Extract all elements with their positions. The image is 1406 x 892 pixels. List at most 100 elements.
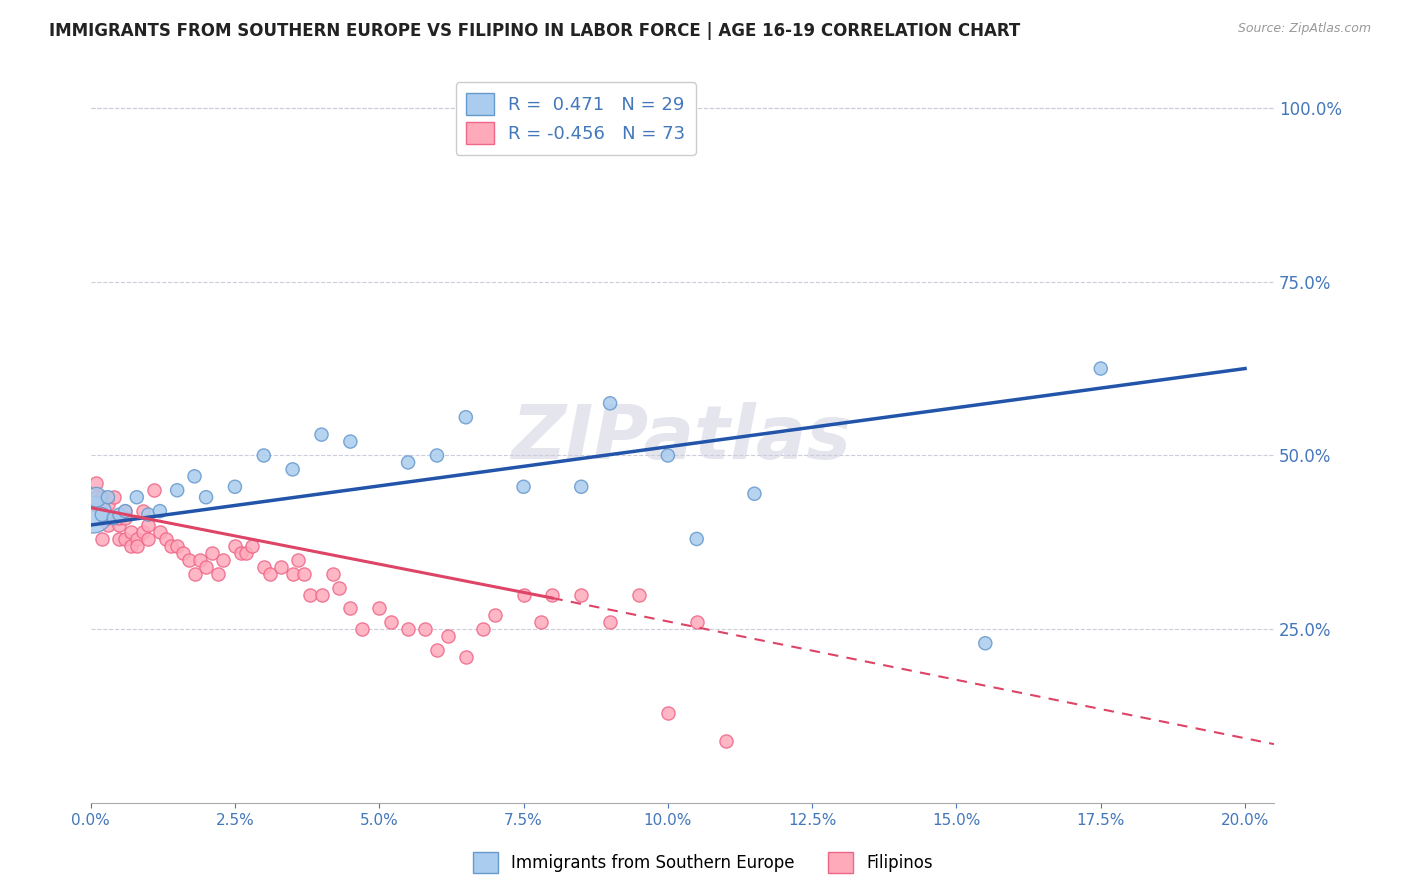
Point bbox=[541, 588, 564, 602]
Point bbox=[86, 497, 108, 511]
Point bbox=[259, 566, 281, 581]
Point bbox=[97, 511, 120, 525]
Point bbox=[138, 508, 160, 522]
Point bbox=[177, 553, 200, 567]
Point bbox=[108, 511, 131, 525]
Point bbox=[125, 532, 148, 546]
Point bbox=[744, 487, 766, 501]
Point bbox=[108, 508, 131, 522]
Point bbox=[292, 566, 315, 581]
Point bbox=[599, 396, 621, 410]
Point bbox=[426, 643, 449, 657]
Point bbox=[120, 524, 142, 539]
Point bbox=[437, 629, 460, 643]
Point bbox=[114, 532, 136, 546]
Point bbox=[657, 706, 679, 720]
Point bbox=[311, 588, 333, 602]
Point bbox=[114, 511, 136, 525]
Point bbox=[224, 539, 246, 553]
Point bbox=[281, 462, 304, 476]
Point bbox=[454, 650, 477, 665]
Point bbox=[91, 532, 114, 546]
Point bbox=[91, 508, 114, 522]
Point bbox=[454, 410, 477, 425]
Point bbox=[103, 511, 125, 525]
Point bbox=[350, 623, 373, 637]
Point bbox=[311, 427, 333, 442]
Text: Source: ZipAtlas.com: Source: ZipAtlas.com bbox=[1237, 22, 1371, 36]
Point bbox=[103, 490, 125, 504]
Point bbox=[91, 497, 114, 511]
Point bbox=[114, 504, 136, 518]
Point bbox=[149, 504, 172, 518]
Point bbox=[160, 539, 183, 553]
Point bbox=[287, 553, 309, 567]
Point bbox=[253, 449, 276, 463]
Point bbox=[270, 559, 292, 574]
Point bbox=[472, 623, 495, 637]
Point bbox=[530, 615, 553, 630]
Point bbox=[484, 608, 506, 623]
Point bbox=[195, 490, 218, 504]
Point bbox=[97, 490, 120, 504]
Point bbox=[131, 524, 153, 539]
Text: ZIPatlas: ZIPatlas bbox=[512, 401, 852, 475]
Text: IMMIGRANTS FROM SOUTHERN EUROPE VS FILIPINO IN LABOR FORCE | AGE 16-19 CORRELATI: IMMIGRANTS FROM SOUTHERN EUROPE VS FILIP… bbox=[49, 22, 1021, 40]
Point bbox=[599, 615, 621, 630]
Point bbox=[253, 559, 276, 574]
Point bbox=[396, 623, 419, 637]
Point bbox=[368, 601, 391, 615]
Point bbox=[86, 490, 108, 504]
Point bbox=[322, 566, 344, 581]
Point bbox=[426, 449, 449, 463]
Point bbox=[235, 546, 257, 560]
Point bbox=[512, 480, 534, 494]
Point bbox=[166, 483, 188, 498]
Point bbox=[686, 532, 709, 546]
Point bbox=[212, 553, 235, 567]
Point bbox=[166, 539, 188, 553]
Point bbox=[138, 518, 160, 533]
Legend: R =  0.471   N = 29, R = -0.456   N = 73: R = 0.471 N = 29, R = -0.456 N = 73 bbox=[456, 82, 696, 155]
Point bbox=[207, 566, 229, 581]
Point bbox=[143, 483, 166, 498]
Point bbox=[657, 449, 679, 463]
Point bbox=[339, 601, 361, 615]
Point bbox=[229, 546, 252, 560]
Point bbox=[974, 636, 997, 650]
Point bbox=[380, 615, 402, 630]
Point bbox=[86, 490, 108, 504]
Point bbox=[569, 588, 592, 602]
Point bbox=[627, 588, 650, 602]
Point bbox=[281, 566, 304, 581]
Point bbox=[183, 469, 205, 483]
Point bbox=[83, 497, 105, 511]
Point bbox=[97, 497, 120, 511]
Point bbox=[108, 532, 131, 546]
Point bbox=[339, 434, 361, 449]
Point bbox=[201, 546, 224, 560]
Point bbox=[83, 508, 105, 522]
Point bbox=[188, 553, 211, 567]
Point bbox=[172, 546, 194, 560]
Point bbox=[195, 559, 218, 574]
Point bbox=[131, 504, 153, 518]
Point bbox=[183, 566, 205, 581]
Point bbox=[125, 539, 148, 553]
Point bbox=[569, 480, 592, 494]
Point bbox=[97, 518, 120, 533]
Point bbox=[91, 490, 114, 504]
Point bbox=[155, 532, 177, 546]
Point bbox=[512, 588, 534, 602]
Point bbox=[714, 733, 737, 747]
Legend: Immigrants from Southern Europe, Filipinos: Immigrants from Southern Europe, Filipin… bbox=[467, 846, 939, 880]
Point bbox=[125, 490, 148, 504]
Point bbox=[114, 504, 136, 518]
Point bbox=[298, 588, 321, 602]
Point bbox=[86, 476, 108, 491]
Point bbox=[396, 455, 419, 469]
Point bbox=[415, 623, 437, 637]
Point bbox=[108, 518, 131, 533]
Point bbox=[103, 511, 125, 525]
Point bbox=[686, 615, 709, 630]
